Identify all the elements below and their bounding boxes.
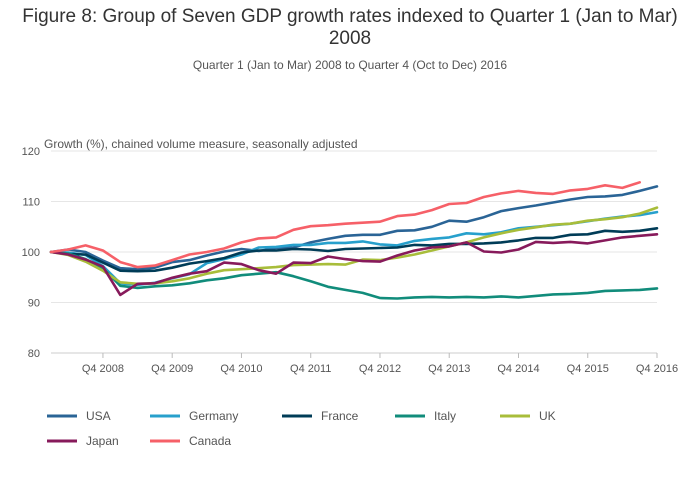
x-tick-label: Q4 2011	[290, 363, 331, 375]
x-tick-label: Q4 2015	[567, 363, 609, 375]
x-tick-label: Q4 2008	[82, 363, 124, 375]
y-axis-label: Growth (%), chained volume measure, seas…	[44, 137, 358, 151]
y-tick-label: 90	[28, 298, 40, 310]
legend-label-japan: Japan	[86, 434, 119, 448]
x-tick-label: Q4 2012	[359, 363, 401, 375]
series-line-france	[49, 227, 659, 273]
x-tick-label: Q4 2009	[151, 363, 193, 375]
y-tick-label: 80	[28, 348, 40, 360]
x-tick-label: Q4 2014	[497, 363, 539, 375]
chart-subtitle: Quarter 1 (Jan to Mar) 2008 to Quarter 4…	[192, 58, 508, 72]
x-tick-label: Q4 2013	[428, 363, 470, 375]
x-tick-label: Q4 2016	[636, 363, 678, 375]
chart-title: Figure 8: Group of Seven GDP growth rate…	[22, 6, 678, 49]
series-line-usa	[49, 185, 659, 271]
y-tick-label: 120	[22, 146, 40, 158]
series-line-italy	[49, 250, 659, 300]
series-line-canada	[49, 181, 641, 269]
y-tick-label: 110	[22, 197, 40, 209]
y-tick-label: 100	[22, 247, 40, 259]
legend-label-germany: Germany	[189, 409, 238, 423]
series-line-japan	[49, 233, 659, 297]
legend-label-italy: Italy	[434, 409, 456, 423]
legend-label-uk: UK	[539, 409, 556, 423]
legend-label-usa: USA	[86, 409, 111, 423]
legend-label-france: France	[321, 409, 359, 423]
x-tick-label: Q4 2010	[220, 363, 262, 375]
legend-label-canada: Canada	[189, 434, 231, 448]
